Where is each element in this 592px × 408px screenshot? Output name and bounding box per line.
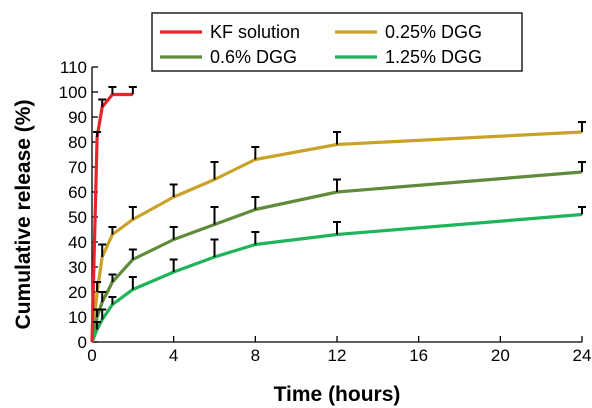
x-tick-label: 16 — [409, 346, 428, 365]
legend-label-1-25-dgg: 1.25% DGG — [385, 47, 482, 67]
y-tick-label: 50 — [68, 208, 87, 227]
y-tick-label: 90 — [68, 108, 87, 127]
legend-label-0-6-dgg: 0.6% DGG — [210, 47, 297, 67]
y-tick-label: 30 — [68, 258, 87, 277]
legend-label-0-25-dgg: 0.25% DGG — [385, 22, 482, 42]
error-bars-layer — [93, 86, 586, 330]
x-tick-label: 24 — [573, 346, 592, 365]
x-tick-label: 12 — [328, 346, 347, 365]
x-axis-title: Time (hours) — [274, 383, 401, 406]
x-tick-label: 4 — [169, 346, 178, 365]
y-tick-label: 40 — [68, 233, 87, 252]
y-tick-label: 110 — [60, 58, 87, 77]
legend: KF solution 0.25% DGG 0.6% DGG 1.25% DGG — [151, 12, 523, 72]
y-tick-label: 0 — [78, 333, 87, 352]
y-tick-label: 60 — [68, 183, 87, 202]
x-tick-label: 8 — [251, 346, 260, 365]
legend-label-kf-solution: KF solution — [210, 22, 300, 42]
x-tick-label: 0 — [87, 346, 96, 365]
y-axis-ticks: 0 10 20 30 40 50 60 70 80 90 100 110 — [59, 58, 98, 352]
y-tick-label: 100 — [59, 83, 87, 102]
series-line-0-6-dgg — [90, 170, 583, 343]
y-tick-label: 20 — [68, 283, 87, 302]
x-tick-label: 20 — [491, 346, 510, 365]
y-tick-label: 10 — [68, 308, 87, 327]
y-tick-label: 70 — [68, 158, 87, 177]
series-line-1-25-dgg — [90, 212, 583, 343]
series-line-0-25-dgg — [90, 130, 583, 343]
x-axis-ticks: 0 4 8 12 16 20 24 — [87, 336, 591, 365]
legend-box — [151, 12, 523, 72]
y-axis-title: Cumulative release (%) — [12, 100, 35, 330]
y-tick-label: 80 — [68, 133, 87, 152]
